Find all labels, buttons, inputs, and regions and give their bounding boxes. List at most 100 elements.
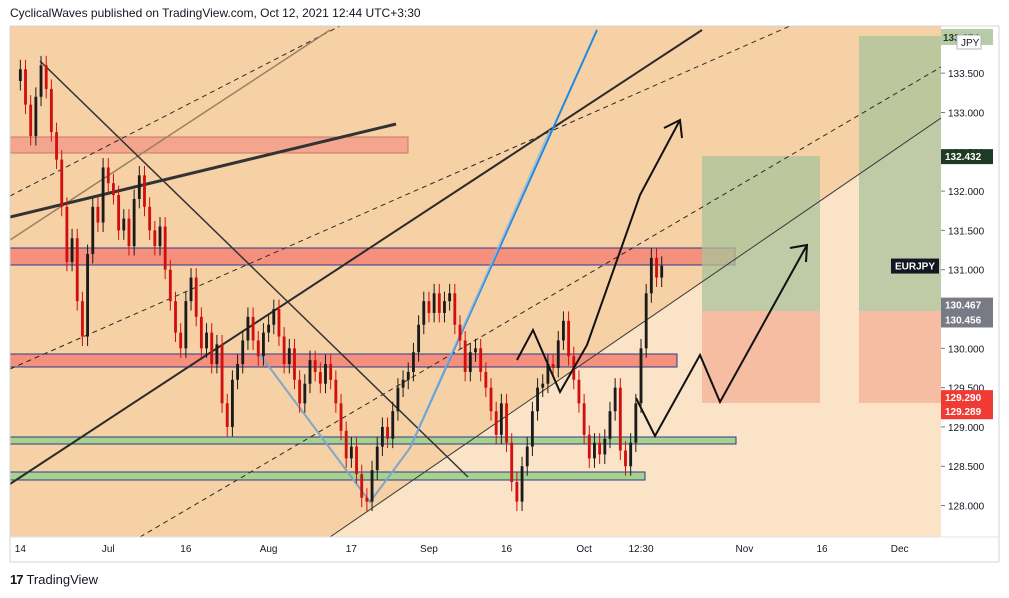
publish-header: CyclicalWaves published on TradingView.c… <box>10 6 421 20</box>
tradingview-logo-icon: 17 <box>10 572 24 587</box>
candle-body <box>122 218 126 231</box>
candle-body <box>349 446 353 459</box>
projection-path-main <box>516 119 681 395</box>
candle-body <box>339 403 343 431</box>
candle-body <box>365 497 369 502</box>
candle-body <box>34 96 38 137</box>
channel-lower-line <box>329 117 941 537</box>
stop-zone-1 <box>702 311 820 403</box>
candle-body <box>256 340 260 357</box>
candle-body <box>277 309 281 337</box>
y-tick-label: 131.500 <box>948 226 985 237</box>
price-tag-box <box>941 404 993 420</box>
candle-body <box>525 446 529 467</box>
candle-body <box>29 104 33 137</box>
candle-body <box>562 320 565 341</box>
candle-body <box>236 364 240 380</box>
y-tick-label: 129.000 <box>948 423 985 434</box>
candle-body <box>189 277 193 302</box>
candle-body <box>334 379 338 404</box>
candle-body <box>618 387 622 451</box>
projection-arrowhead-main <box>663 118 683 139</box>
candle-body <box>106 167 110 184</box>
trendline-thick <box>10 122 397 219</box>
zone-mid-resistance <box>10 353 678 368</box>
x-tick-label: Nov <box>736 544 754 555</box>
candle-body <box>510 442 514 482</box>
x-axis-ticks: 14 Jul 16 Aug 17 Sep 16 Oct 12:30 Nov 16 Dec <box>15 544 909 555</box>
candle-body <box>448 293 452 302</box>
candle-body <box>287 348 291 365</box>
candle-body <box>86 253 90 337</box>
candle-body <box>75 238 79 302</box>
candle-body <box>582 403 586 435</box>
x-axis[interactable]: 14 Jul 16 Aug 17 Sep 16 Oct 12:30 Nov 16 Dec <box>10 536 999 562</box>
candle-body <box>101 167 105 223</box>
y-tick-label: 130.000 <box>948 344 985 355</box>
candle-body <box>184 301 188 349</box>
y-tick-label: 133.000 <box>948 108 985 119</box>
candle-body <box>272 309 276 325</box>
x-tick-label: Dec <box>891 544 909 555</box>
x-tick-label: 16 <box>816 544 828 555</box>
y-tick-label: 132.000 <box>948 187 985 198</box>
candle-body <box>660 265 664 278</box>
candle-body <box>443 301 446 313</box>
candle-body <box>117 195 121 231</box>
candle-body <box>179 332 183 349</box>
price-tag-label: EURJPY <box>895 262 935 273</box>
price-tag-box <box>891 258 939 274</box>
candle-body <box>324 364 327 384</box>
candle-body <box>649 257 653 294</box>
candle-body <box>199 316 203 349</box>
currency-tag: 133.874 JPY <box>941 29 993 50</box>
price-tag-label: 129.289 <box>945 407 982 418</box>
y-axis[interactable]: 133.500133.000132.500132.000131.500131.0… <box>891 26 999 537</box>
candle-body <box>515 481 519 502</box>
candle-body <box>380 426 384 447</box>
candle-body <box>567 320 571 357</box>
currency-label: JPY <box>961 38 980 49</box>
price-tag-box <box>941 149 993 165</box>
candle-body <box>520 466 524 502</box>
y-axis-background <box>941 26 999 537</box>
stop-zone-2 <box>859 311 941 403</box>
candle-body <box>137 175 141 199</box>
candle-body <box>644 293 648 349</box>
candle-body <box>267 324 271 333</box>
candle-body <box>655 257 658 278</box>
x-tick-label: 12:30 <box>628 544 653 555</box>
price-tag-box <box>941 297 993 313</box>
trendline-v-shape <box>257 351 411 504</box>
candle-body <box>215 344 219 365</box>
candle-body <box>484 371 488 388</box>
candle-body <box>536 387 539 412</box>
candle-body <box>505 403 508 443</box>
candle-body <box>624 450 627 467</box>
candle-body <box>530 411 534 447</box>
channel-dashed-3 <box>10 26 341 197</box>
candle-body <box>205 332 208 349</box>
candle-body <box>370 470 374 502</box>
candle-body <box>220 344 224 404</box>
candle-body <box>313 360 317 372</box>
candle-body <box>44 65 48 89</box>
price-tag-box <box>941 390 993 406</box>
x-tick-label: 16 <box>180 544 192 555</box>
candle-body <box>262 332 265 357</box>
candle-body <box>391 411 395 439</box>
footer-brand[interactable]: 17 TradingView <box>10 572 98 587</box>
candle-body <box>308 360 312 384</box>
candle-body <box>344 430 348 459</box>
target-zone-1 <box>702 156 820 311</box>
candle-body <box>194 277 198 317</box>
candle-body <box>375 446 379 471</box>
candle-body <box>412 352 415 372</box>
candle-body <box>80 301 84 337</box>
candle-body <box>401 379 405 388</box>
candle-body <box>225 403 229 427</box>
zone-upper-resistance <box>10 136 409 154</box>
channel-dashed-2 <box>139 66 941 537</box>
price-tags: 132.432 EURJPY 130.467 130.456 129.290 129.28… <box>891 149 993 420</box>
